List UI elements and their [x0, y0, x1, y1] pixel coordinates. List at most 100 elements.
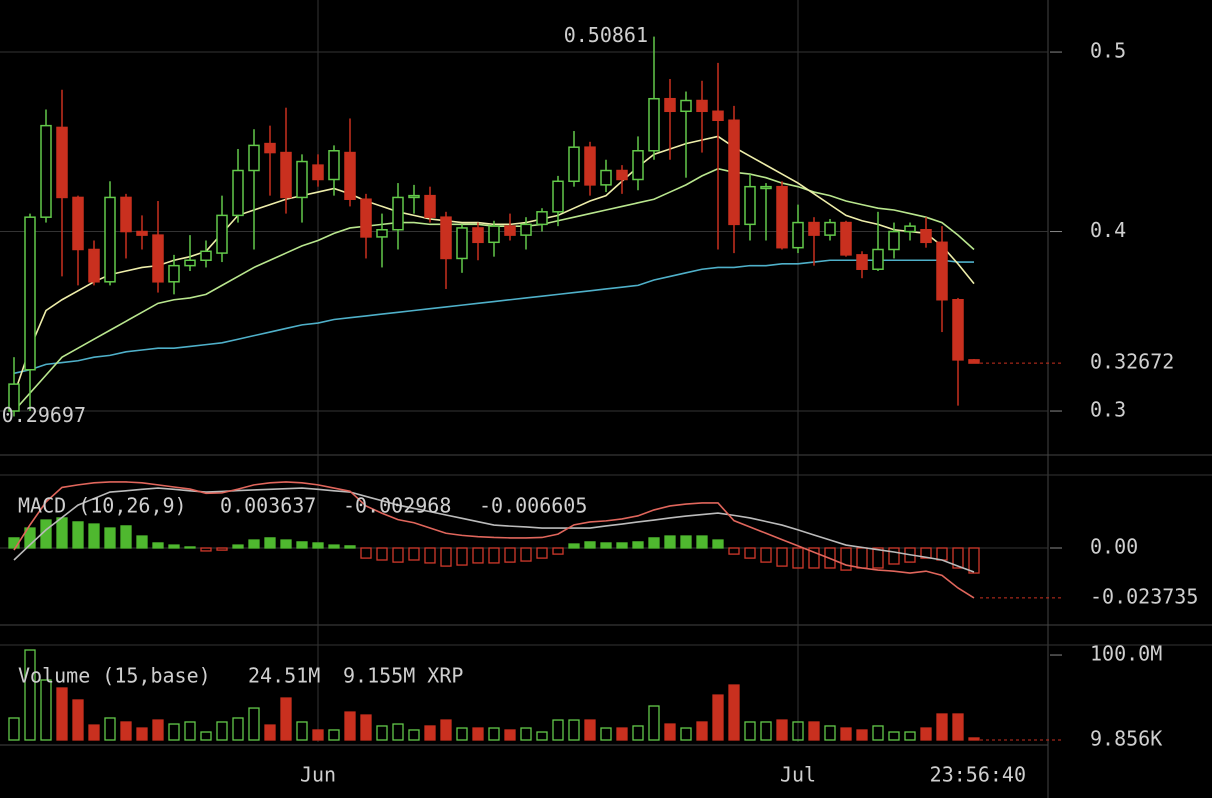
candle-body: [520, 223, 532, 236]
volume-bar: [712, 694, 724, 741]
candle-body: [296, 160, 308, 199]
histogram-bar: [200, 547, 212, 552]
histogram-bar: [552, 547, 564, 555]
volume-bar: [184, 721, 196, 741]
candle-body: [808, 221, 820, 236]
histogram-bar: [456, 547, 468, 566]
candle-body: [792, 221, 804, 249]
candle-body: [264, 142, 276, 154]
histogram-bar: [952, 547, 964, 569]
histogram-bar: [808, 547, 820, 569]
candle-body: [24, 216, 36, 371]
histogram-bar: [216, 547, 228, 551]
histogram-bar: [408, 547, 420, 561]
x-tick-label: Jul: [780, 763, 816, 787]
candle-body: [392, 196, 404, 231]
volume-bar: [120, 721, 132, 741]
candle-body: [728, 119, 740, 226]
candle-body: [216, 214, 228, 254]
volume-bar: [920, 727, 932, 741]
histogram-bar: [776, 547, 788, 567]
volume-bar: [312, 729, 324, 741]
volume-bar: [376, 725, 388, 741]
candle-body: [680, 99, 692, 113]
y-tick-label: 0.5: [1090, 39, 1126, 63]
histogram-bar: [584, 541, 596, 549]
histogram-bar: [648, 537, 660, 549]
volume-bar: [200, 731, 212, 741]
volume-bar: [888, 731, 900, 741]
volume-bar: [8, 717, 20, 741]
histogram-bar: [136, 535, 148, 549]
histogram-bar: [888, 547, 900, 565]
candle-body: [280, 151, 292, 199]
histogram-bar: [104, 527, 116, 549]
candle-body: [40, 124, 52, 218]
indicator-readout: 0.003637: [220, 494, 316, 518]
indicator-readout: 9.155M XRP: [343, 664, 463, 688]
histogram-bar: [680, 535, 692, 549]
histogram-bar: [504, 547, 516, 563]
cursor-time: 23:56:40: [930, 763, 1026, 787]
y-tick-label: 0.4: [1090, 218, 1126, 242]
histogram-bar: [824, 547, 836, 569]
volume-bar: [616, 727, 628, 741]
histogram-bar: [56, 517, 68, 549]
candle-body: [952, 298, 964, 361]
y-tick-label: 0.00: [1090, 535, 1138, 559]
indicator-title: Volume (15,base): [18, 664, 211, 688]
candle-body: [136, 230, 148, 236]
histogram-bar: [360, 547, 372, 559]
volume-bar: [664, 723, 676, 741]
candle-body: [744, 185, 756, 226]
histogram-bar: [296, 541, 308, 549]
volume-bar: [536, 731, 548, 741]
candle-body: [616, 169, 628, 181]
candle-body: [120, 196, 132, 233]
histogram-bar: [312, 542, 324, 549]
volume-bar: [40, 679, 52, 741]
histogram-bar: [936, 547, 948, 561]
indicator-readout: -0.002968: [343, 494, 451, 518]
histogram-bar: [232, 544, 244, 549]
volume-bar: [824, 725, 836, 741]
candle-body: [600, 169, 612, 186]
candle-body: [504, 225, 516, 236]
volume-bar: [280, 697, 292, 741]
histogram-bar: [440, 547, 452, 567]
histogram-bar: [872, 547, 884, 569]
candle-body: [488, 225, 500, 244]
volume-bar: [632, 725, 644, 741]
candle-body: [536, 211, 548, 226]
candle-body: [8, 383, 20, 412]
volume-bar: [24, 649, 36, 741]
volume-bar: [152, 719, 164, 741]
candle-body: [568, 146, 580, 183]
histogram-bar: [344, 545, 356, 549]
volume-bar: [504, 729, 516, 741]
volume-bar: [728, 684, 740, 741]
volume-bar: [488, 727, 500, 741]
volume-bar: [872, 725, 884, 741]
volume-bar: [968, 737, 980, 741]
last-value-label: -0.023735: [1090, 584, 1198, 608]
histogram-bar: [856, 547, 868, 569]
volume-bar: [456, 727, 468, 741]
histogram-bar: [392, 547, 404, 563]
candle-body: [328, 150, 340, 181]
candle-body: [248, 144, 260, 172]
volume-bar: [296, 721, 308, 741]
candle-body: [472, 227, 484, 244]
volume-bar: [808, 721, 820, 741]
volume-bar: [264, 724, 276, 741]
candle-body: [104, 196, 116, 283]
volume-bar: [168, 723, 180, 741]
indicator-title: MACD (10,26,9): [18, 494, 187, 518]
histogram-bar: [184, 546, 196, 549]
volume-bar: [392, 723, 404, 741]
histogram-bar: [600, 542, 612, 549]
x-tick-label: Jun: [300, 763, 336, 787]
histogram-bar: [520, 547, 532, 562]
candle-body: [856, 254, 868, 270]
